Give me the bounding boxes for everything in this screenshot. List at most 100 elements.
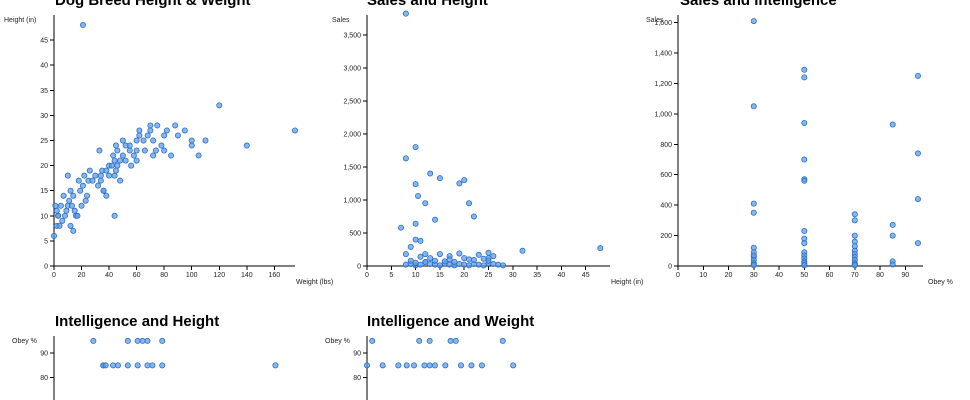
intel_weight-data-point bbox=[416, 337, 423, 344]
sales_intel-data-point bbox=[914, 72, 921, 79]
chart-title-intelligence-weight: Intelligence and Weight bbox=[367, 313, 534, 330]
sales_intel-data-point bbox=[750, 18, 757, 25]
sales_intel-data-point bbox=[750, 200, 757, 207]
breed-y-tick-label: 15 bbox=[40, 188, 48, 195]
intel_height-data-point bbox=[134, 362, 141, 369]
breed-data-point bbox=[112, 142, 119, 149]
sales_height-data-point bbox=[456, 250, 463, 257]
breed-data-point bbox=[111, 172, 118, 179]
ylabel-intelligence-weight: Obey % bbox=[325, 338, 350, 345]
sales_height-data-point bbox=[417, 261, 424, 268]
breed-data-point bbox=[68, 202, 75, 209]
sales_intel-y-tick-label: 1,000 bbox=[654, 111, 672, 118]
sales_height-data-point bbox=[461, 177, 468, 184]
sales_intel-x-tick-label: 10 bbox=[699, 272, 707, 279]
intel_weight-y-tick-label: 80 bbox=[353, 375, 361, 382]
sales_intel-data-point bbox=[851, 217, 858, 224]
sales_height-data-point bbox=[427, 255, 434, 262]
breed-data-point bbox=[154, 122, 161, 129]
breed-data-point bbox=[57, 202, 64, 209]
sales_height-data-point bbox=[461, 261, 468, 268]
sales_height-data-point bbox=[475, 261, 482, 268]
intel_height-data-point bbox=[124, 337, 131, 344]
sales_height-y-tick-label: 2,000 bbox=[343, 131, 361, 138]
sales_height-data-point bbox=[436, 262, 443, 269]
breed-data-point bbox=[86, 167, 93, 174]
sales_height-data-point bbox=[466, 200, 473, 207]
breed-data-point bbox=[52, 202, 59, 209]
intel_weight-data-point bbox=[478, 362, 485, 369]
breed-data-point bbox=[67, 222, 74, 229]
intel_height-data-point bbox=[110, 362, 117, 369]
sales_intel-x-tick-label: 30 bbox=[750, 272, 758, 279]
sales_intel-data-point bbox=[889, 232, 896, 239]
intel_weight-data-point bbox=[452, 337, 459, 344]
intel_height-data-point bbox=[159, 362, 166, 369]
sales_height-data-point bbox=[402, 261, 409, 268]
sales_height-data-point bbox=[495, 261, 502, 268]
sales_intel-x-tick-label: 70 bbox=[851, 272, 859, 279]
sales_intel-data-point bbox=[750, 262, 757, 269]
sales_height-data-point bbox=[407, 243, 414, 250]
intel_weight-data-point bbox=[447, 337, 454, 344]
intel_weight-data-point bbox=[426, 362, 433, 369]
breed-data-point bbox=[70, 227, 77, 234]
breed-data-point bbox=[97, 172, 104, 179]
sales_intel-x-tick-label: 80 bbox=[876, 272, 884, 279]
breed-x-tick-label: 160 bbox=[268, 272, 280, 279]
breed-x-tick-label: 60 bbox=[133, 272, 141, 279]
intel_weight-data-point bbox=[426, 337, 433, 344]
sales_height-data-point bbox=[402, 251, 409, 258]
sales_height-data-point bbox=[470, 257, 477, 264]
breed-data-point bbox=[136, 132, 143, 139]
breed-y-tick-label: 20 bbox=[40, 163, 48, 170]
breed-y-tick-label: 40 bbox=[40, 63, 48, 70]
breed-data-point bbox=[110, 152, 117, 159]
breed-data-point bbox=[96, 147, 103, 154]
sales_height-data-point bbox=[456, 180, 463, 187]
breed-data-point bbox=[100, 187, 107, 194]
breed-data-point bbox=[78, 202, 85, 209]
xlabel-sales-height: Height (in) bbox=[611, 279, 643, 286]
sales_intel-data-point bbox=[914, 240, 921, 247]
sales_intel-x-tick-label: 50 bbox=[800, 272, 808, 279]
sales_intel-data-point bbox=[851, 262, 858, 269]
sales_intel-y-tick-label: 200 bbox=[660, 233, 672, 240]
intel_weight-data-point bbox=[510, 362, 517, 369]
sales_height-x-tick-label: 10 bbox=[412, 272, 420, 279]
sales_height-data-point bbox=[451, 259, 458, 266]
intel_height-data-point bbox=[134, 337, 141, 344]
sales_intel-data-point bbox=[801, 66, 808, 73]
sales_height-data-point bbox=[427, 170, 434, 177]
sales_height-data-point bbox=[412, 220, 419, 227]
breed-data-point bbox=[122, 157, 129, 164]
breed-data-point bbox=[114, 162, 121, 169]
intel_weight-y-tick-label: 90 bbox=[353, 351, 361, 358]
sales_height-data-point bbox=[470, 213, 477, 220]
breed-data-point bbox=[130, 152, 137, 159]
sales_height-data-point bbox=[432, 257, 439, 264]
breed-data-point bbox=[172, 122, 179, 129]
intel_weight-data-point bbox=[431, 362, 438, 369]
sales_intel-x-tick-label: 0 bbox=[676, 272, 680, 279]
sales_height-data-point bbox=[432, 216, 439, 223]
intel_weight-data-point bbox=[363, 362, 370, 369]
sales_height-y-tick-label: 1,000 bbox=[343, 197, 361, 204]
intel_weight-data-point bbox=[457, 362, 464, 369]
sales_height-data-point bbox=[422, 200, 429, 207]
sales_height-data-point bbox=[441, 258, 448, 265]
sales_height-data-point bbox=[490, 261, 497, 268]
sales_height-y-tick-label: 500 bbox=[349, 230, 361, 237]
breed-data-point bbox=[56, 222, 63, 229]
sales_intel-data-point bbox=[889, 261, 896, 268]
sales_height-y-tick-label: 3,500 bbox=[343, 32, 361, 39]
breed-data-point bbox=[126, 147, 133, 154]
breed-data-point bbox=[64, 172, 71, 179]
sales_height-y-tick-label: 1,500 bbox=[343, 164, 361, 171]
intel_weight-data-point bbox=[410, 362, 417, 369]
breed-x-tick-label: 100 bbox=[186, 272, 198, 279]
sales_height-y-tick-label: 0 bbox=[357, 264, 361, 271]
sales_height-data-point bbox=[485, 257, 492, 264]
sales_intel-y-tick-label: 600 bbox=[660, 172, 672, 179]
